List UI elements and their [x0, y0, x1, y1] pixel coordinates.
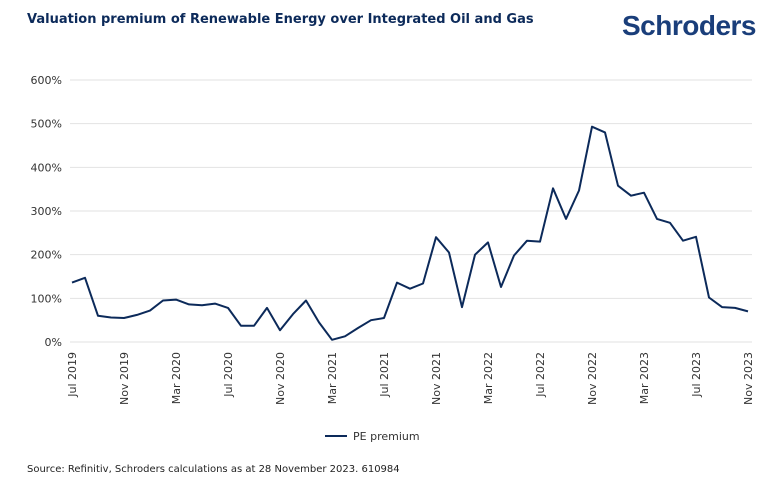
x-tick-label: Nov 2020	[274, 352, 287, 405]
schroders-logo: Schroders	[622, 10, 757, 41]
y-tick-label: 0%	[45, 336, 62, 349]
x-tick-label: Mar 2020	[170, 352, 183, 404]
x-tick-label: Mar 2021	[326, 352, 339, 404]
y-tick-label: 100%	[31, 292, 62, 305]
x-tick-label: Jul 2023	[690, 352, 703, 398]
y-tick-label: 500%	[31, 118, 62, 131]
x-tick-label: Nov 2019	[118, 352, 131, 405]
x-tick-label: Nov 2021	[430, 352, 443, 405]
x-tick-label: Nov 2022	[586, 352, 599, 405]
chart-title: Valuation premium of Renewable Energy ov…	[27, 12, 534, 27]
source-note: Source: Refinitiv, Schroders calculation…	[27, 464, 400, 475]
y-tick-label: 400%	[31, 161, 62, 174]
y-tick-label: 200%	[31, 249, 62, 262]
x-tick-label: Jul 2019	[66, 352, 79, 398]
x-tick-label: Mar 2023	[638, 352, 651, 404]
x-tick-label: Jul 2021	[378, 352, 391, 398]
legend-label: PE premium	[353, 430, 420, 443]
y-tick-label: 600%	[31, 74, 62, 87]
y-tick-label: 300%	[31, 205, 62, 218]
x-tick-label: Jul 2022	[534, 352, 547, 398]
line-chart: 0% 100% 200% 300% 400% 500% 600% Jul 2019 Nov 20…	[31, 74, 755, 443]
x-tick-label: Nov 2023	[742, 352, 755, 405]
series-line-pe-premium	[71, 125, 749, 341]
x-tick-label: Mar 2022	[482, 352, 495, 404]
x-tick-label: Jul 2020	[222, 352, 235, 398]
